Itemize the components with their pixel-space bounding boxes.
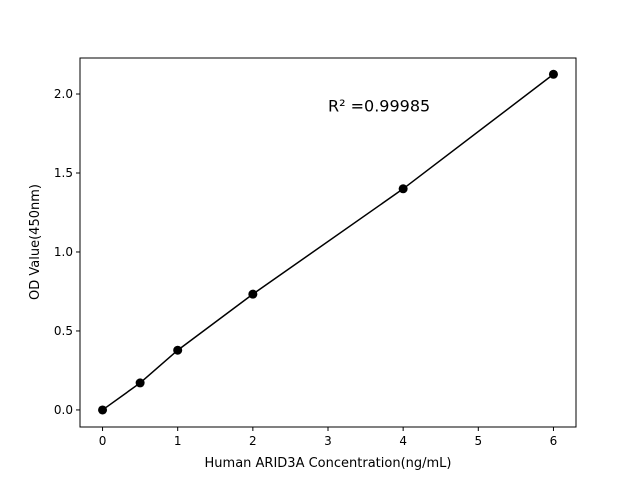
x-tick-label: 6	[550, 434, 558, 448]
x-tick-label: 5	[474, 434, 482, 448]
data-point	[135, 378, 145, 388]
y-tick-label: 2.0	[54, 87, 73, 101]
data-point	[98, 405, 108, 415]
x-tick-label: 4	[399, 434, 407, 448]
x-tick-label: 0	[99, 434, 107, 448]
y-tick-label: 0.5	[54, 324, 73, 338]
y-tick-label: 1.0	[54, 245, 73, 259]
data-point	[173, 345, 183, 355]
x-axis-label: Human ARID3A Concentration(ng/mL)	[205, 456, 452, 471]
data-point	[248, 289, 258, 299]
series-line	[102, 73, 554, 411]
data-point	[398, 184, 408, 194]
x-tick-label: 3	[324, 434, 332, 448]
data-point	[548, 69, 558, 79]
x-tick-label: 1	[174, 434, 182, 448]
y-axis-label: OD Value(450nm)	[28, 184, 43, 300]
y-tick-label: 0.0	[54, 403, 73, 417]
x-tick-label: 2	[249, 434, 257, 448]
y-tick-label: 1.5	[54, 166, 73, 180]
r-squared-annotation: R² =0.99985	[328, 97, 430, 116]
